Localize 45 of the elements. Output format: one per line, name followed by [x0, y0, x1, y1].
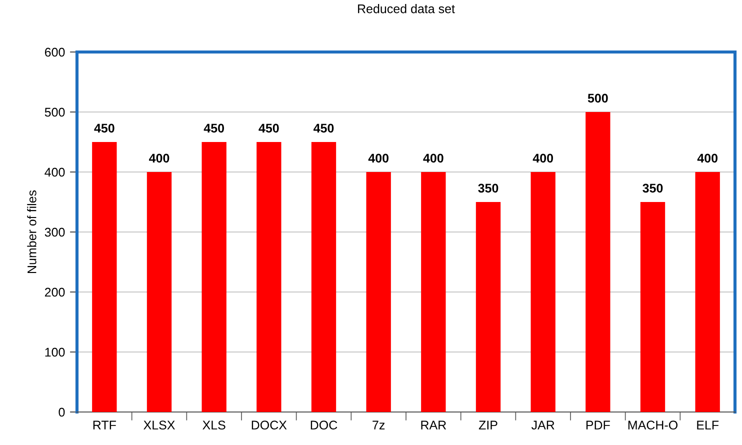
bar [146, 172, 172, 412]
data-label: 450 [258, 124, 279, 133]
x-tick-label: DOCX [252, 420, 287, 430]
x-tick-label: RTF [93, 420, 116, 430]
bar [695, 172, 720, 412]
bar [640, 202, 666, 412]
data-label: 450 [314, 124, 334, 133]
bar [202, 142, 226, 412]
y-tick-label: 300 [44, 228, 65, 237]
x-tick-label: PDF [586, 420, 610, 430]
y-axis-title: Number of files [27, 190, 36, 273]
data-label: 400 [149, 154, 170, 163]
bar [530, 172, 556, 412]
data-label: 500 [588, 94, 608, 103]
x-tick-label: 7z [372, 420, 385, 430]
x-tick-label: XLSX [144, 420, 175, 430]
x-tick-label: ZIP [478, 420, 498, 430]
y-tick-label: 600 [44, 48, 65, 57]
data-label: 400 [532, 154, 553, 163]
bar [92, 142, 117, 412]
y-tick-label: 200 [44, 288, 65, 297]
bar [366, 172, 391, 412]
chart-title: Reduced data set [358, 4, 455, 14]
data-label: 400 [697, 154, 718, 163]
data-label: 450 [94, 124, 114, 133]
data-label: 400 [423, 154, 444, 163]
y-tick-label: 500 [44, 108, 65, 117]
y-tick-label: 0 [58, 408, 65, 417]
data-label: 450 [204, 124, 224, 133]
data-label: 350 [642, 184, 663, 193]
x-tick-label: MACH-O [628, 420, 678, 430]
bar [586, 112, 610, 412]
bar [311, 142, 336, 412]
bar [421, 172, 446, 412]
x-tick-label: DOC [310, 420, 338, 430]
data-label: 350 [478, 184, 498, 193]
y-tick-label: 100 [45, 348, 65, 357]
x-tick-label: ELF [697, 420, 719, 430]
bar [256, 142, 282, 412]
y-tick-label: 400 [44, 168, 65, 177]
x-tick-label: XLS [202, 420, 226, 430]
x-tick-label: JAR [531, 420, 554, 430]
x-tick-label: RAR [421, 420, 446, 430]
data-label: 400 [368, 154, 388, 163]
bar [476, 202, 501, 412]
